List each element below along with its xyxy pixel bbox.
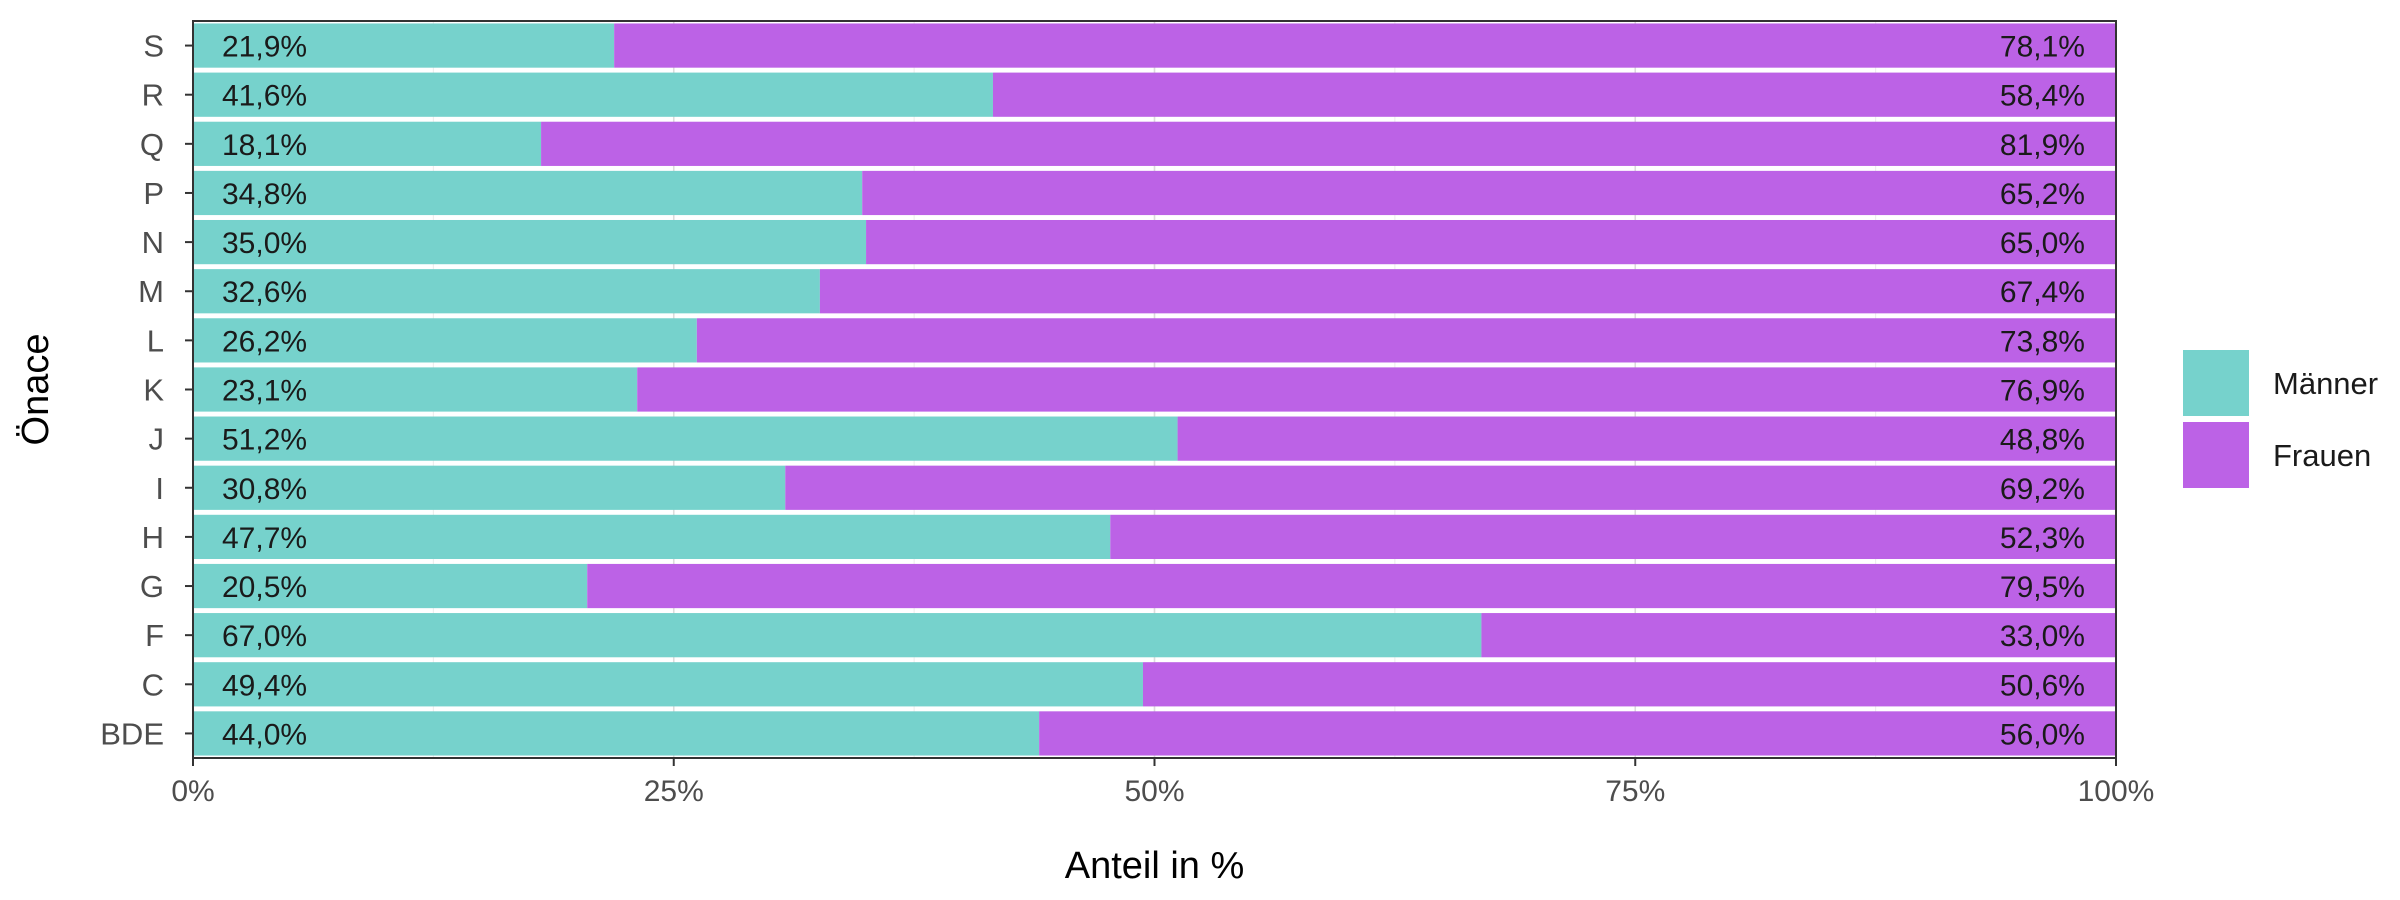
bar-maenner-I xyxy=(193,465,786,510)
bar-maenner-BDE xyxy=(193,711,1040,756)
y-tick-label-Q: Q xyxy=(140,127,164,162)
x-tick-label: 100% xyxy=(2078,775,2155,808)
bar-maenner-L xyxy=(193,318,697,363)
data-label-frauen-P: 65,2% xyxy=(2000,178,2085,211)
data-label-maenner-Q: 18,1% xyxy=(222,129,307,162)
data-label-frauen-Q: 81,9% xyxy=(2000,129,2085,162)
data-label-maenner-M: 32,6% xyxy=(222,276,307,309)
data-label-frauen-BDE: 56,0% xyxy=(2000,718,2085,751)
y-tick-label-R: R xyxy=(142,78,164,113)
bar-frauen-C xyxy=(1142,662,2116,707)
y-tick-label-C: C xyxy=(142,667,164,702)
bar-labels: 21,9% 78,1% 41,6% 58,4% 18,1% 81,9% 34,8% 65,2%… xyxy=(222,31,2085,752)
data-label-maenner-K: 23,1% xyxy=(222,375,307,408)
data-label-maenner-R: 41,6% xyxy=(222,80,307,113)
bar-maenner-M xyxy=(193,269,820,314)
bar-maenner-S xyxy=(193,23,615,68)
bar-frauen-BDE xyxy=(1039,711,2116,756)
legend-key-maenner xyxy=(2183,350,2249,416)
bars xyxy=(193,23,2117,756)
y-tick-label-N: N xyxy=(142,225,164,260)
data-label-frauen-J: 48,8% xyxy=(2000,424,2085,457)
x-tick-label: 50% xyxy=(1124,775,1184,808)
bar-maenner-F xyxy=(193,613,1482,658)
bar-maenner-G xyxy=(193,563,588,609)
data-label-maenner-F: 67,0% xyxy=(222,620,307,653)
y-tick-label-L: L xyxy=(147,323,164,358)
data-label-frauen-M: 67,4% xyxy=(2000,276,2085,309)
bar-maenner-C xyxy=(193,662,1143,707)
bar-frauen-S xyxy=(614,23,2117,68)
x-tick-label: 0% xyxy=(171,775,214,808)
data-label-frauen-C: 50,6% xyxy=(2000,669,2085,702)
y-tick-label-S: S xyxy=(143,29,164,64)
bar-frauen-R xyxy=(992,72,2116,117)
bar-frauen-M xyxy=(819,269,2117,314)
data-label-maenner-J: 51,2% xyxy=(222,424,307,457)
data-label-maenner-H: 47,7% xyxy=(222,522,307,555)
bar-frauen-Q xyxy=(541,121,2116,166)
data-label-maenner-G: 20,5% xyxy=(222,571,307,604)
data-label-frauen-S: 78,1% xyxy=(2000,31,2085,64)
bar-maenner-N xyxy=(193,219,867,265)
x-tick-label: 75% xyxy=(1605,775,1665,808)
bar-maenner-R xyxy=(193,72,993,117)
bar-maenner-Q xyxy=(193,121,542,166)
bar-maenner-J xyxy=(193,416,1178,461)
data-label-frauen-G: 79,5% xyxy=(2000,571,2085,604)
data-label-maenner-S: 21,9% xyxy=(222,31,307,64)
y-tick-label-BDE: BDE xyxy=(100,716,164,751)
y-tick-label-K: K xyxy=(143,373,164,408)
bar-maenner-P xyxy=(193,170,863,216)
legend-label-frauen: Frauen xyxy=(2273,438,2371,473)
data-label-maenner-N: 35,0% xyxy=(222,227,307,260)
data-label-frauen-K: 76,9% xyxy=(2000,375,2085,408)
bar-frauen-I xyxy=(785,465,2117,510)
bar-frauen-N xyxy=(866,219,2116,265)
bar-frauen-F xyxy=(1481,613,2116,658)
legend-key-frauen xyxy=(2183,422,2249,488)
y-tick-label-J: J xyxy=(149,422,165,457)
bar-frauen-L xyxy=(696,318,2117,363)
data-label-maenner-L: 26,2% xyxy=(222,325,307,358)
data-label-frauen-H: 52,3% xyxy=(2000,522,2085,555)
bar-frauen-J xyxy=(1177,416,2116,461)
data-label-maenner-P: 34,8% xyxy=(222,178,307,211)
data-label-maenner-BDE: 44,0% xyxy=(222,718,307,751)
y-tick-label-I: I xyxy=(155,471,164,506)
y-axis-title: Önace xyxy=(15,334,57,446)
bar-frauen-H xyxy=(1110,514,2116,560)
y-tick-label-G: G xyxy=(140,569,164,604)
bar-maenner-K xyxy=(193,367,638,412)
x-axis-title: Anteil in % xyxy=(1065,845,1245,887)
data-label-frauen-F: 33,0% xyxy=(2000,620,2085,653)
y-tick-label-M: M xyxy=(138,274,164,309)
y-tick-label-P: P xyxy=(143,176,164,211)
legend-label-maenner: Männer xyxy=(2273,366,2378,401)
data-label-frauen-I: 69,2% xyxy=(2000,473,2085,506)
bar-maenner-H xyxy=(193,514,1111,560)
data-label-maenner-I: 30,8% xyxy=(222,473,307,506)
data-label-maenner-C: 49,4% xyxy=(222,669,307,702)
bar-frauen-G xyxy=(587,563,2116,609)
legend: Männer Frauen xyxy=(2183,350,2378,488)
bar-frauen-K xyxy=(637,367,2116,412)
y-tick-label-H: H xyxy=(142,520,164,555)
data-label-frauen-N: 65,0% xyxy=(2000,227,2085,260)
data-label-frauen-L: 73,8% xyxy=(2000,325,2085,358)
bar-frauen-P xyxy=(862,170,2116,216)
x-tick-label: 25% xyxy=(644,775,704,808)
y-tick-label-F: F xyxy=(145,618,164,653)
data-label-frauen-R: 58,4% xyxy=(2000,80,2085,113)
